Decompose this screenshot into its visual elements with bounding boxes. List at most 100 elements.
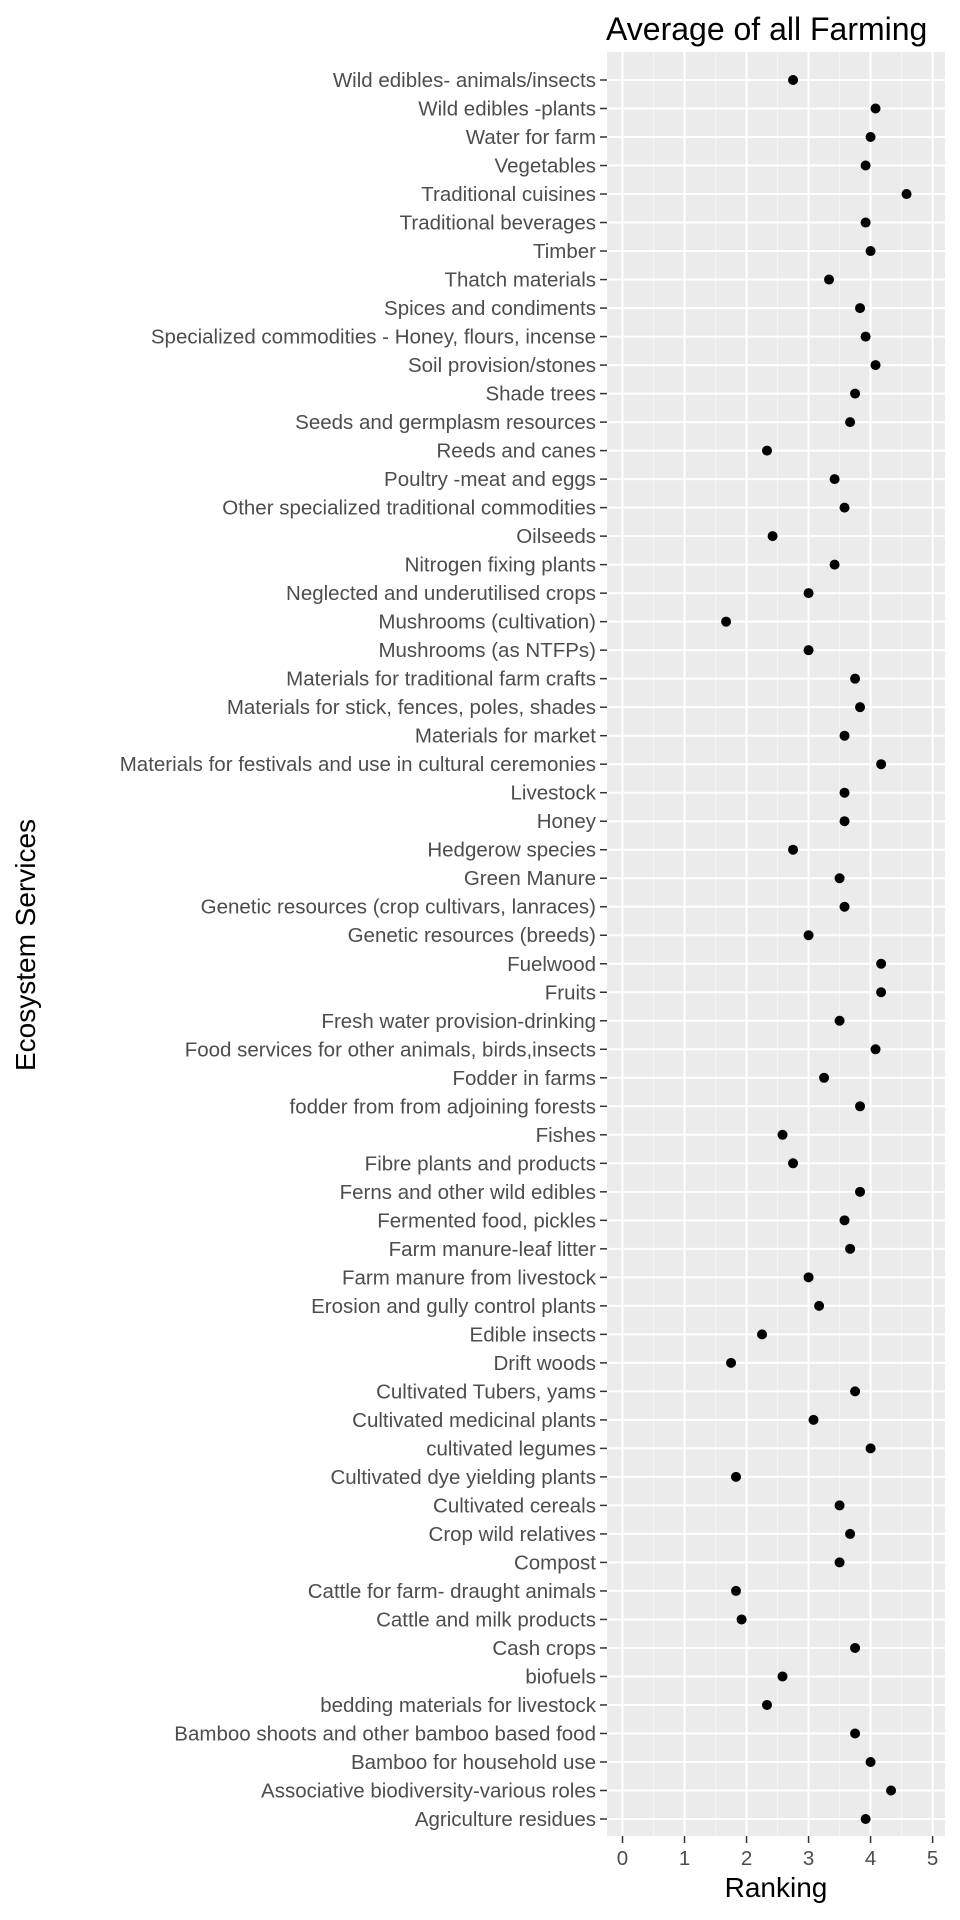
y-tick-label: Cultivated Tubers, yams xyxy=(376,1380,596,1403)
x-tick-label: 1 xyxy=(679,1847,690,1870)
y-tick-label: Materials for traditional farm crafts xyxy=(286,668,596,691)
y-tick-label: Hedgerow species xyxy=(427,839,596,862)
chart-title: Average of all Farming xyxy=(606,11,927,47)
data-point xyxy=(839,901,850,912)
data-point xyxy=(865,1443,876,1454)
data-point xyxy=(901,189,912,200)
x-tick-label: 2 xyxy=(741,1847,752,1870)
y-tick-label: Erosion and gully control plants xyxy=(311,1295,596,1318)
data-point xyxy=(839,730,850,741)
y-tick-label: Farm manure-leaf litter xyxy=(389,1238,597,1261)
data-point xyxy=(855,303,866,314)
y-tick-label: Genetic resources (crop cultivars, lanra… xyxy=(201,896,596,919)
y-tick-label: Fuelwood xyxy=(507,953,596,976)
data-point xyxy=(788,844,799,855)
y-tick-label: Cultivated dye yielding plants xyxy=(330,1466,596,1489)
data-point xyxy=(855,1101,866,1112)
data-point xyxy=(876,759,887,770)
data-point xyxy=(834,873,845,884)
y-tick-label: Soil provision/stones xyxy=(408,354,596,377)
data-point xyxy=(777,1129,788,1140)
y-axis: Wild edibles- animals/insects Wild edible… xyxy=(120,69,607,1831)
y-tick-label: bedding materials for livestock xyxy=(320,1694,596,1717)
y-tick-label: Cultivated cereals xyxy=(433,1494,596,1517)
y-tick-label: biofuels xyxy=(525,1665,596,1688)
data-point xyxy=(855,1186,866,1197)
y-tick-label: Wild edibles- animals/insects xyxy=(333,69,596,92)
data-point xyxy=(819,1072,830,1083)
y-tick-label: Honey xyxy=(537,810,597,833)
y-tick-label: Reeds and canes xyxy=(436,440,596,463)
data-point xyxy=(736,1614,747,1625)
data-point xyxy=(762,1699,773,1710)
y-tick-label: Fermented food, pickles xyxy=(377,1209,596,1232)
y-tick-label: Cash crops xyxy=(492,1637,596,1660)
data-point xyxy=(834,1500,845,1511)
y-tick-label: Poultry -meat and eggs xyxy=(384,468,596,491)
data-point xyxy=(839,1215,850,1226)
y-tick-label: Other specialized traditional commoditie… xyxy=(222,497,596,520)
major-grid xyxy=(607,52,945,1836)
data-point xyxy=(829,559,840,570)
data-point xyxy=(850,1642,861,1653)
data-point xyxy=(788,1158,799,1169)
y-tick-label: Seeds and germplasm resources xyxy=(295,411,596,434)
data-point xyxy=(814,1300,825,1311)
y-tick-label: Wild edibles -plants xyxy=(418,98,596,121)
x-axis: 0 1 2 3 4 5 xyxy=(617,1836,938,1870)
y-tick-label: Specialized commodities - Honey, flours,… xyxy=(151,326,596,349)
y-tick-label: fodder from from adjoining forests xyxy=(290,1095,597,1118)
y-tick-label: Fresh water provision-drinking xyxy=(321,1010,596,1033)
data-point xyxy=(730,1471,741,1482)
y-tick-label: Ferns and other wild edibles xyxy=(340,1181,596,1204)
data-point xyxy=(777,1671,788,1682)
minor-grid xyxy=(653,52,903,1836)
y-tick-label: Fibre plants and products xyxy=(365,1152,596,1175)
y-tick-label: Traditional cuisines xyxy=(421,183,596,206)
data-point xyxy=(762,445,773,456)
data-point xyxy=(788,75,799,85)
y-tick-label: Bamboo shoots and other bamboo based foo… xyxy=(174,1722,596,1745)
data-point xyxy=(839,502,850,513)
data-point xyxy=(726,1357,737,1368)
data-point xyxy=(767,531,778,542)
y-tick-label: Neglected and underutilised crops xyxy=(286,582,596,605)
y-tick-label: Mushrooms (as NTFPs) xyxy=(378,639,596,662)
y-tick-label: Fodder in farms xyxy=(452,1067,596,1090)
data-point xyxy=(876,987,887,998)
data-point xyxy=(886,1785,897,1796)
y-tick-label: Green Manure xyxy=(464,867,596,890)
y-tick-label: Food services for other animals, birds,i… xyxy=(185,1038,596,1061)
y-tick-label: Agriculture residues xyxy=(415,1808,596,1831)
y-tick-label: Materials for festivals and use in cultu… xyxy=(120,753,596,776)
y-tick-label: Materials for market xyxy=(415,725,596,748)
data-point xyxy=(829,474,840,485)
y-tick-label: Bamboo for household use xyxy=(351,1751,596,1774)
y-axis-title: Ecosystem Services xyxy=(10,819,41,1071)
y-tick-label: Spices and condiments xyxy=(384,297,596,320)
y-tick-label: Cattle for farm- draught animals xyxy=(308,1580,596,1603)
data-point xyxy=(839,787,850,798)
y-tick-label: Cultivated medicinal plants xyxy=(352,1409,596,1432)
y-tick-label: Traditional beverages xyxy=(400,212,596,235)
data-point xyxy=(834,1557,845,1568)
data-point xyxy=(870,1044,881,1055)
y-tick-label: Associative biodiversity-various roles xyxy=(261,1779,596,1802)
data-point xyxy=(845,1243,856,1254)
data-point xyxy=(860,1814,871,1824)
x-tick-label: 0 xyxy=(617,1847,628,1870)
y-tick-label: Vegetables xyxy=(495,155,596,178)
y-tick-label: cultivated legumes xyxy=(426,1437,596,1460)
data-point xyxy=(845,1528,856,1539)
data-point xyxy=(850,1728,861,1739)
data-point xyxy=(808,1414,819,1425)
y-tick-label: Water for farm xyxy=(466,126,596,149)
y-tick-label: Mushrooms (cultivation) xyxy=(378,611,596,634)
y-tick-label: Nitrogen fixing plants xyxy=(405,554,596,577)
y-tick-label: Fruits xyxy=(545,981,596,1004)
y-tick-label: Crop wild relatives xyxy=(429,1523,596,1546)
data-point xyxy=(850,388,861,399)
data-point xyxy=(721,616,732,627)
data-point xyxy=(855,702,866,713)
